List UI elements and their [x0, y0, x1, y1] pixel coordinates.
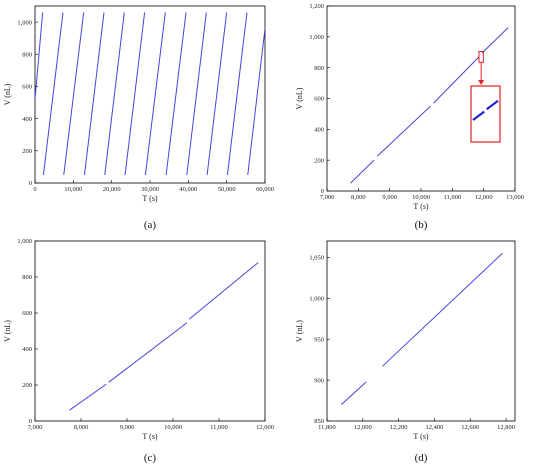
- x-tick-label: 30,000: [141, 186, 159, 193]
- series-segment: [124, 12, 146, 176]
- series-segment: [144, 12, 166, 176]
- x-tick-label: 20,000: [103, 186, 121, 193]
- y-tick-label: 800: [314, 65, 324, 72]
- y-tick-label: 1,000: [17, 19, 32, 26]
- x-tick-label: 12,200: [390, 424, 408, 431]
- y-axis-title: V (nL): [295, 87, 304, 109]
- y-tick-label: 600: [22, 84, 32, 91]
- x-tick-label: 12,000: [475, 194, 493, 201]
- panel-label: (b): [415, 219, 428, 231]
- series-segment: [206, 12, 228, 176]
- panel-label: (d): [415, 452, 428, 464]
- x-tick-label: 10,000: [412, 194, 430, 201]
- x-tick-label: 12,400: [425, 424, 443, 431]
- x-tick-label: 9,000: [382, 194, 397, 201]
- chart-panel-3: 7,000 8,000 9,000 10,000 11,000 12,000 0 200 400…: [3, 238, 274, 464]
- inset-zoom-segment: [486, 99, 499, 111]
- panel-label: (a): [144, 219, 157, 231]
- plot-frame: [34, 5, 266, 184]
- series-segment: [382, 252, 503, 367]
- x-tick-label: 11,000: [444, 194, 462, 201]
- series-segment: [433, 56, 480, 104]
- x-tick-label: 7,000: [28, 424, 43, 431]
- x-tick-label: 7,000: [320, 194, 335, 201]
- series-segment: [481, 27, 509, 54]
- series-segment: [42, 12, 64, 176]
- series-segment: [69, 383, 107, 411]
- y-tick-label: 400: [314, 127, 324, 134]
- y-tick-label: 900: [314, 377, 324, 384]
- y-tick-label: 0: [321, 188, 324, 195]
- x-tick-label: 0: [33, 186, 36, 193]
- plot-frame: [34, 240, 266, 422]
- y-tick-label: 600: [314, 96, 324, 103]
- series-segment: [34, 12, 44, 100]
- x-tick-label: 11,800: [318, 424, 336, 431]
- x-tick-label: 12,600: [461, 424, 479, 431]
- series-segment: [186, 12, 207, 176]
- inset-arrow-head: [478, 80, 485, 85]
- series-segment: [104, 12, 125, 176]
- x-tick-label: 60,000: [256, 186, 274, 193]
- y-tick-label: 1,200: [309, 3, 324, 10]
- y-tick-label: 1,050: [309, 255, 324, 262]
- series-segment: [247, 28, 266, 176]
- y-tick-label: 0: [29, 180, 32, 187]
- panel-label: (c): [144, 452, 157, 464]
- y-axis-title: V (nL): [295, 320, 304, 342]
- series-segment: [188, 262, 259, 320]
- y-tick-label: 200: [22, 148, 32, 155]
- x-tick-label: 40,000: [179, 186, 197, 193]
- y-tick-label: 200: [314, 157, 324, 164]
- x-tick-label: 10,000: [64, 186, 82, 193]
- x-tick-label: 8,000: [351, 194, 366, 201]
- y-tick-label: 600: [22, 310, 32, 317]
- series-segment: [340, 381, 367, 406]
- series-segment: [63, 12, 85, 176]
- x-tick-label: 12,000: [354, 424, 372, 431]
- y-tick-label: 1,000: [309, 34, 324, 41]
- x-tick-label: 12,000: [256, 424, 274, 431]
- chart-panel-1: 0 10,000 20,000 30,000 40,000 50,000 60,000 0 20…: [3, 5, 274, 231]
- x-tick-label: 9,000: [120, 424, 135, 431]
- x-axis-title: T (s): [142, 432, 158, 441]
- x-axis-title: T (s): [413, 432, 429, 441]
- y-tick-label: 1,000: [17, 238, 32, 245]
- x-tick-label: 11,000: [210, 424, 228, 431]
- x-axis-title: T (s): [142, 194, 158, 203]
- inset-box: [470, 85, 501, 143]
- y-axis-title: V (nL): [3, 83, 12, 105]
- x-tick-label: 8,000: [74, 424, 89, 431]
- x-tick-label: 50,000: [218, 186, 236, 193]
- y-tick-label: 400: [22, 346, 32, 353]
- y-tick-label: 1,000: [309, 295, 324, 302]
- y-tick-label: 800: [22, 274, 32, 281]
- series-segment: [376, 105, 431, 157]
- y-axis-title: V (nL): [3, 320, 12, 342]
- y-tick-label: 400: [22, 116, 32, 123]
- series-segment: [350, 159, 375, 184]
- chart-panel-2: 7,000 8,000 9,000 10,000 11,000 12,000 13,000 0…: [295, 3, 524, 231]
- series-segment: [83, 12, 105, 176]
- y-tick-label: 950: [314, 336, 324, 343]
- inset-zoom-segment: [472, 110, 485, 121]
- series-segment: [165, 12, 187, 176]
- x-axis-title: T (s): [413, 202, 429, 211]
- series-segment: [108, 322, 188, 383]
- series-segment: [226, 12, 248, 176]
- chart-panel-4: 11,800 12,000 12,200 12,400 12,600 12,800 850 9…: [295, 240, 516, 464]
- y-tick-label: 0: [29, 418, 32, 425]
- y-tick-label: 850: [314, 418, 324, 425]
- y-tick-label: 800: [22, 51, 32, 58]
- x-tick-label: 12,800: [497, 424, 515, 431]
- y-tick-label: 200: [22, 382, 32, 389]
- x-tick-label: 13,000: [506, 194, 524, 201]
- x-tick-label: 10,000: [164, 424, 182, 431]
- plot-frame: [326, 240, 516, 422]
